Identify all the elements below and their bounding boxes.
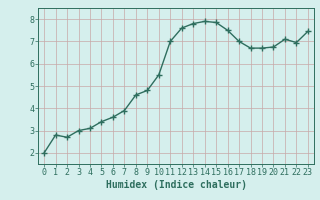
X-axis label: Humidex (Indice chaleur): Humidex (Indice chaleur) bbox=[106, 180, 246, 190]
